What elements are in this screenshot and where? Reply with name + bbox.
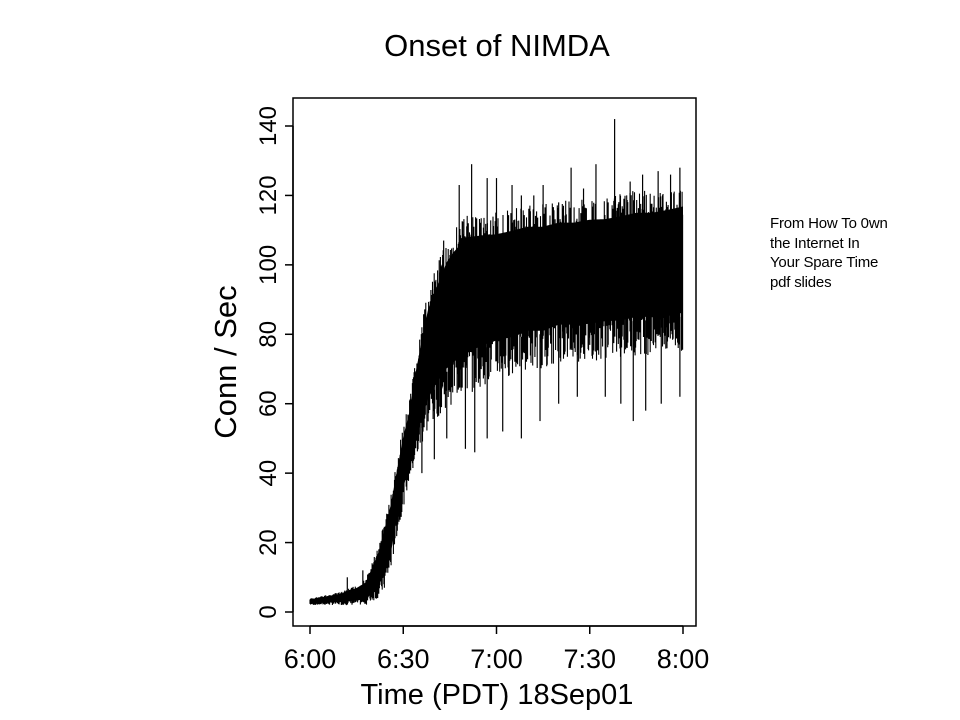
source-note-line: pdf slides [770, 273, 832, 291]
x-axis: 6:00 6:30 7:00 7:30 8:00 [284, 625, 710, 674]
data-marks [309, 119, 684, 606]
y-axis-label: Conn / Sec [208, 285, 243, 438]
x-axis-label: Time (PDT) 18Sep01 [361, 679, 634, 711]
x-tick-label: 8:00 [657, 644, 710, 674]
y-tick-label: 40 [255, 460, 282, 487]
chart-title: Onset of NIMDA [384, 28, 610, 63]
y-tick-label: 20 [255, 529, 282, 556]
series-line [309, 190, 684, 606]
y-tick-label: 60 [255, 390, 282, 417]
y-tick-label: 0 [255, 605, 282, 618]
y-axis: 0 20 40 60 80 100 120 140 [255, 106, 294, 619]
source-note-line: From How To 0wn [770, 215, 888, 232]
y-tick-label: 140 [255, 106, 282, 146]
x-tick-label: 6:30 [377, 644, 430, 674]
x-tick-label: 7:00 [470, 644, 523, 674]
plot-frame [292, 97, 697, 627]
source-note-line: the Internet In [770, 234, 860, 252]
x-tick-label: 6:00 [284, 644, 337, 674]
y-tick-label: 120 [255, 175, 282, 215]
y-tick-label: 100 [255, 245, 282, 285]
source-note: From How To 0wn the Internet In Your Spa… [770, 214, 935, 292]
y-tick-label: 80 [255, 321, 282, 348]
source-note-line: Your Spare Time [770, 254, 879, 271]
x-tick-label: 7:30 [563, 644, 616, 674]
